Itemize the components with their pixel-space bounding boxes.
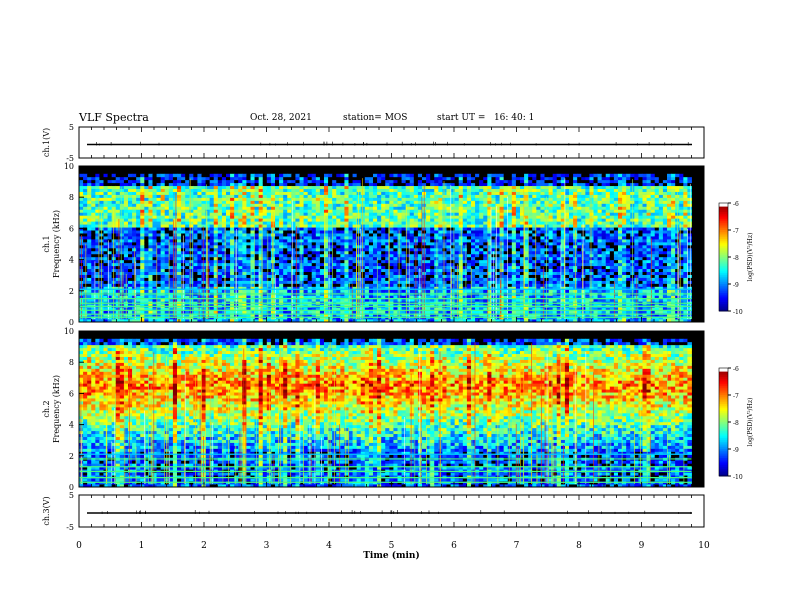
colorbar-tick-label: -7 (733, 393, 739, 400)
y-tick-label: -5 (66, 154, 74, 163)
y-tick-label: -5 (66, 523, 74, 532)
x-tick-label: 6 (451, 541, 457, 551)
spectrogram-image (79, 173, 692, 323)
colorbar-tick-label: -10 (733, 309, 743, 316)
y-tick-label: 8 (69, 358, 74, 367)
colorbar (719, 368, 728, 477)
y-tick-label: 2 (69, 452, 74, 461)
x-tick-label: 7 (514, 541, 520, 551)
x-tick-label: 5 (389, 541, 395, 551)
date-label: Oct. 28, 2021 (250, 113, 312, 123)
colorbar-tick-label: -6 (733, 201, 739, 208)
colorbar-tick-label: -6 (733, 366, 739, 373)
x-tick-label: 1 (139, 541, 145, 551)
colorbar-tick-label: -8 (733, 255, 739, 262)
y-tick-label: 0 (69, 318, 74, 327)
y-axis-label: Frequency (kHz) (52, 375, 61, 443)
x-axis-label: Time (min) (363, 550, 420, 561)
colorbar-label: log(PSD)(V²/Hz) (747, 233, 754, 282)
y-tick-label: 5 (69, 123, 74, 132)
colorbar (719, 203, 728, 312)
colorbar-tick-label: -9 (733, 282, 739, 289)
colorbar-tick-label: -8 (733, 420, 739, 427)
x-tick-label: 3 (264, 541, 270, 551)
x-tick-label: 10 (698, 541, 710, 551)
x-tick-label: 9 (639, 541, 645, 551)
y-tick-label: 4 (69, 421, 74, 430)
y-axis-label: ch.1(V) (42, 128, 51, 157)
y-tick-label: 5 (69, 491, 74, 500)
x-tick-label: 4 (326, 541, 332, 551)
y-tick-label: 8 (69, 193, 74, 202)
y-tick-label: 10 (64, 162, 74, 171)
x-tick-label: 0 (76, 541, 82, 551)
y-axis-label: ch.3(V) (42, 496, 51, 525)
y-tick-label: 4 (69, 256, 74, 265)
y-tick-label: 10 (64, 327, 74, 336)
colorbar-label: log(PSD)(V²/Hz) (747, 398, 754, 447)
station-label: station= MOS (343, 113, 408, 123)
y-tick-label: 0 (69, 483, 74, 492)
colorbar-tick-label: -9 (733, 447, 739, 454)
colorbar-tick-label: -7 (733, 228, 739, 235)
x-tick-label: 8 (576, 541, 582, 551)
y-tick-label: 6 (69, 224, 74, 233)
y-tick-label: 6 (69, 389, 74, 398)
spectrogram-image (79, 338, 692, 488)
start-ut-label: start UT = 16: 40: 1 (437, 113, 535, 123)
y-axis-label: Frequency (kHz) (52, 210, 61, 278)
x-tick-label: 2 (201, 541, 207, 551)
y-tick-label: 2 (69, 287, 74, 296)
channel-label: ch.2 (42, 400, 51, 417)
colorbar-tick-label: -10 (733, 474, 743, 481)
chart-title: VLF Spectra (79, 111, 149, 124)
channel-label: ch.1 (42, 235, 51, 252)
